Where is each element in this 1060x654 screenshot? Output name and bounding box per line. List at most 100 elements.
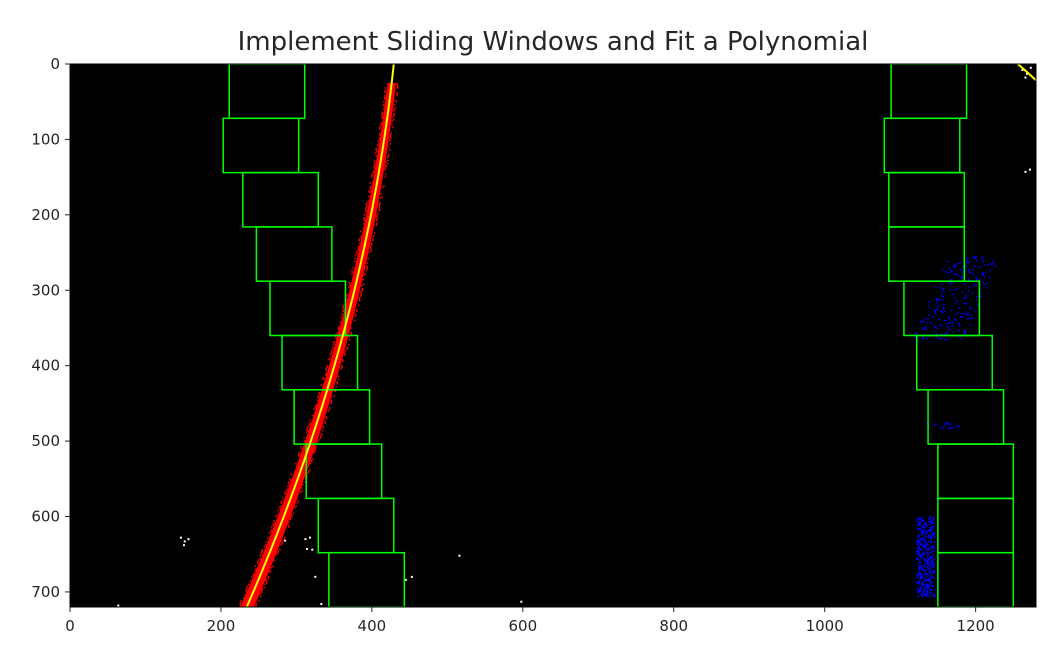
right-lane-pixel	[939, 337, 941, 340]
right-lane-pixel	[965, 297, 967, 299]
left-lane-pixel	[392, 126, 394, 129]
right-lane-pixel	[921, 553, 924, 556]
left-lane-pixel	[389, 149, 391, 151]
left-lane-pixel	[265, 580, 268, 583]
right-lane-pixel	[933, 562, 935, 565]
right-lane-pixel	[926, 553, 928, 556]
right-lane-pixel	[926, 321, 929, 324]
right-lane-pixel	[920, 553, 922, 556]
left-lane-pixel	[325, 369, 327, 371]
left-lane-pixel	[330, 399, 333, 402]
left-lane-pixel	[290, 479, 292, 482]
left-lane-pixel	[394, 106, 397, 109]
right-lane-pixel	[964, 333, 967, 335]
right-lane-pixel	[919, 517, 922, 520]
left-lane-pixel	[354, 257, 356, 260]
right-lane-pixel	[927, 535, 930, 538]
left-lane-pixel	[329, 354, 331, 356]
right-lane-pixel	[954, 264, 956, 266]
right-lane-pixel	[964, 283, 967, 286]
right-lane-pixel	[926, 532, 929, 534]
right-lane-pixel	[919, 528, 922, 531]
left-lane-pixel	[378, 128, 381, 130]
right-lane-pixel	[929, 582, 932, 584]
left-lane-pixel	[298, 453, 300, 456]
left-lane-pixel	[356, 310, 358, 313]
right-lane-pixel	[940, 291, 943, 293]
right-lane-pixel	[924, 327, 926, 330]
left-lane-pixel	[264, 583, 267, 586]
left-lane-pixel	[368, 251, 371, 254]
left-lane-pixel	[277, 550, 280, 552]
left-lane-pixel	[396, 94, 398, 97]
left-lane-pixel	[389, 143, 391, 145]
right-lane-pixel	[925, 595, 928, 598]
right-lane-pixel	[955, 425, 958, 428]
right-lane-pixel	[922, 519, 925, 522]
left-lane-pixel	[344, 349, 347, 352]
right-lane-pixel	[916, 558, 918, 560]
right-lane-pixel	[961, 291, 964, 293]
right-lane-pixel	[931, 554, 934, 557]
left-lane-pixel	[311, 461, 313, 463]
right-lane-pixel	[918, 551, 920, 554]
left-lane-pixel	[363, 214, 365, 216]
right-lane-pixel	[927, 541, 929, 543]
right-lane-pixel	[935, 333, 938, 335]
right-lane-pixel	[931, 556, 933, 558]
right-lane-pixel	[980, 295, 982, 298]
right-lane-pixel	[924, 573, 927, 575]
left-lane-pixel	[317, 395, 320, 397]
left-lane-pixel	[270, 526, 273, 528]
left-lane-pixel	[391, 120, 393, 123]
left-lane-pixel	[348, 286, 350, 288]
right-lane-pixel	[953, 289, 955, 291]
right-lane-pixel	[929, 580, 931, 583]
right-lane-pixel	[916, 528, 919, 531]
right-lane-pixel	[948, 427, 951, 430]
left-lane-pixel	[381, 117, 383, 120]
right-lane-pixel	[923, 320, 925, 323]
left-lane-pixel	[343, 351, 346, 353]
right-lane-pixel	[923, 566, 926, 568]
left-lane-pixel	[376, 218, 378, 221]
right-lane-pixel	[941, 268, 944, 271]
left-lane-pixel	[253, 573, 255, 575]
right-lane-pixel	[963, 332, 966, 334]
right-lane-pixel	[916, 518, 919, 521]
right-lane-pixel	[920, 593, 923, 596]
y-tick-label: 100	[31, 130, 60, 148]
right-lane-pixel	[971, 317, 973, 319]
left-lane-pixel	[346, 346, 349, 349]
right-lane-pixel	[927, 544, 929, 547]
right-lane-pixel	[948, 328, 951, 331]
left-lane-pixel	[369, 182, 371, 184]
right-lane-pixel	[928, 534, 931, 537]
right-lane-pixel	[936, 309, 939, 312]
right-lane-pixel	[952, 426, 955, 429]
left-lane-pixel	[300, 491, 302, 494]
right-lane-pixel	[925, 525, 928, 528]
right-lane-pixel	[917, 534, 920, 537]
plot-area	[70, 64, 1036, 607]
right-lane-pixel	[923, 544, 925, 547]
right-lane-pixel	[926, 575, 928, 577]
left-lane-pixel	[377, 212, 380, 215]
right-lane-pixel	[929, 321, 932, 324]
left-lane-pixel	[366, 262, 368, 264]
right-lane-pixel	[966, 314, 969, 316]
right-lane-pixel	[916, 564, 919, 566]
right-lane-pixel	[929, 517, 931, 520]
left-lane-pixel	[298, 455, 300, 457]
right-lane-pixel	[931, 574, 933, 576]
right-lane-pixel	[920, 573, 922, 575]
left-lane-pixel	[261, 591, 263, 593]
right-lane-pixel	[923, 537, 926, 540]
right-lane-pixel	[967, 290, 970, 292]
left-lane-pixel	[350, 333, 353, 335]
left-fit-line	[245, 64, 395, 607]
noise-point	[1024, 76, 1027, 79]
right-lane-pixel	[976, 277, 978, 280]
left-lane-pixel	[373, 159, 375, 162]
left-lane-pixel	[265, 544, 267, 546]
